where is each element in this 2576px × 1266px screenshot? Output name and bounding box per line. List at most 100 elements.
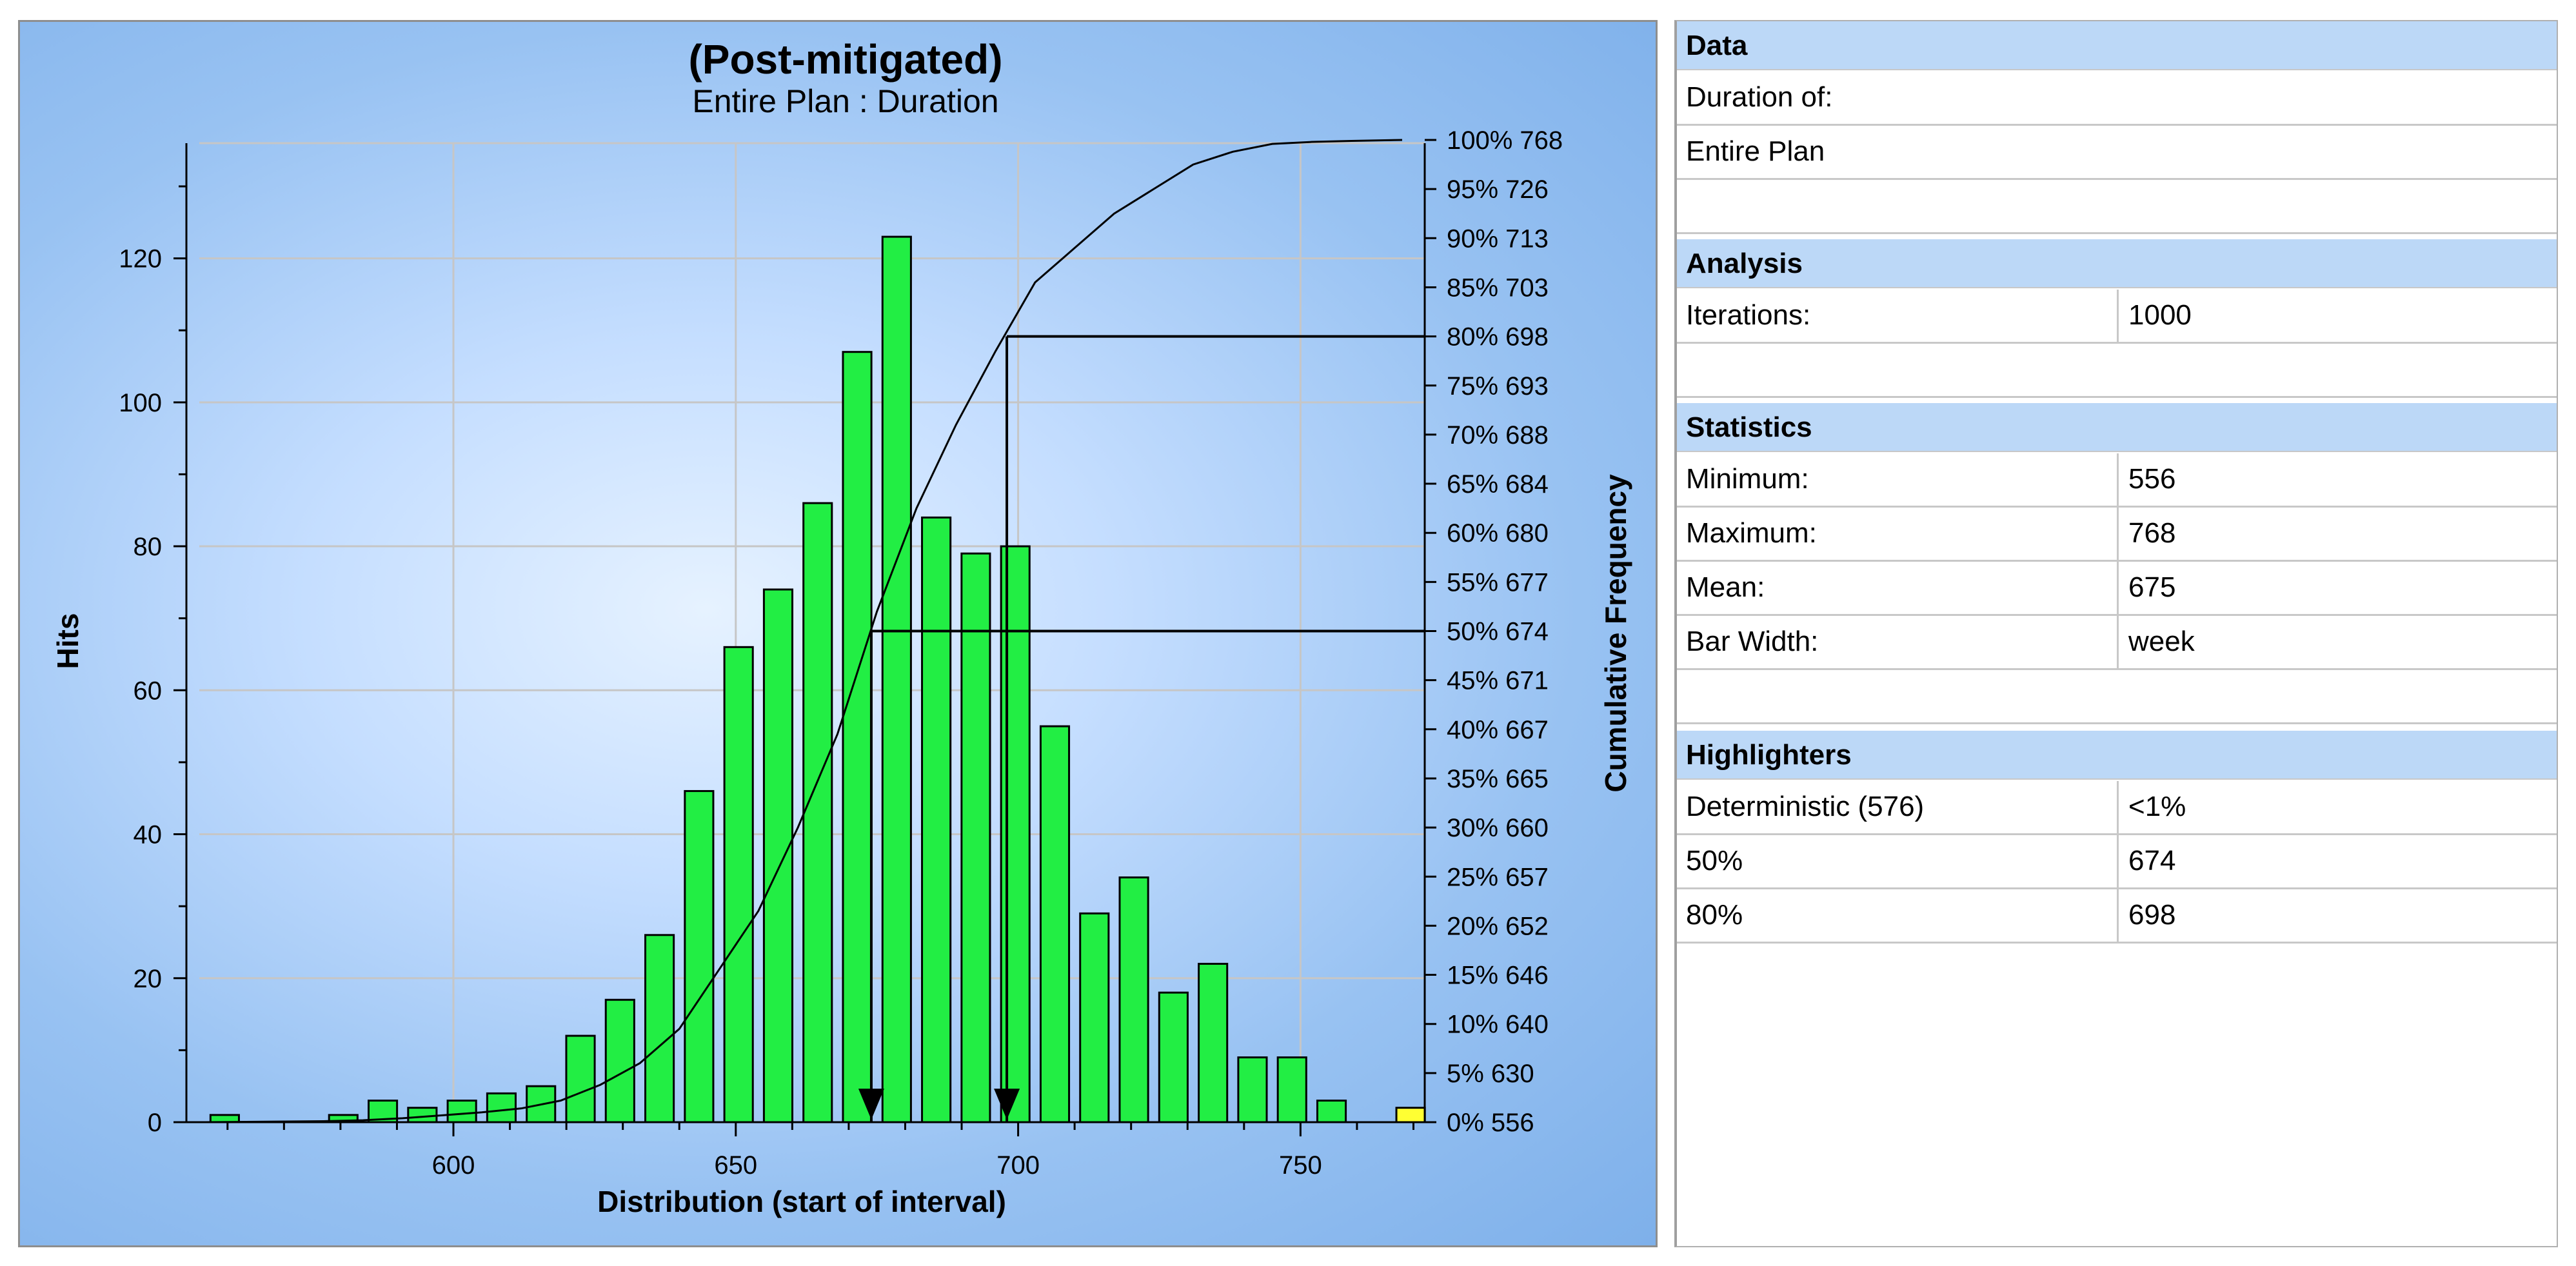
cumulative-tick-label: 100% 768	[1447, 126, 1563, 155]
histogram-bar	[1039, 725, 1071, 1123]
x-tick-label: 600	[432, 1151, 475, 1180]
cumulative-tick-label: 20% 652	[1447, 912, 1549, 940]
iterations-row: Iterations: 1000	[1677, 290, 2557, 344]
p80-value: 698	[2128, 899, 2176, 931]
mean-label: Mean:	[1686, 571, 1765, 603]
iterations-value: 1000	[2128, 299, 2192, 331]
cumulative-tick-label: 15% 646	[1447, 962, 1549, 990]
histogram-bar	[802, 502, 833, 1123]
p80-label: 80%	[1686, 899, 1743, 931]
histogram-bar	[565, 1034, 596, 1123]
empty-row	[1677, 180, 2557, 234]
histogram-bar	[486, 1092, 517, 1123]
data-section-header: Data	[1677, 21, 2557, 70]
histogram-bar	[446, 1100, 477, 1123]
cumulative-tick-label: 90% 713	[1447, 224, 1549, 253]
analysis-section-header: Analysis	[1677, 239, 2557, 288]
data-panel: Data Duration of: Entire Plan Analysis I…	[1674, 20, 2558, 1247]
y-tick-label: 120	[119, 245, 162, 273]
mean-value: 675	[2128, 571, 2176, 603]
highlighter-marker-icon	[994, 1089, 1020, 1120]
duration-value-row: Entire Plan	[1677, 126, 2557, 180]
maximum-label: Maximum:	[1686, 517, 1817, 549]
cumulative-tick-label: 70% 688	[1447, 421, 1549, 450]
histogram-chart: 0 20 40 60 80 100 120 600 650 700 750 100% 768 95% 7…	[51, 36, 1632, 1218]
histogram-bar	[1395, 1107, 1426, 1123]
histogram-bar	[1198, 962, 1229, 1123]
column-separator	[2117, 290, 2119, 342]
y-tick-label: 80	[134, 533, 163, 561]
cumulative-curve-layer	[204, 139, 1425, 1123]
cumulative-tick-label: 10% 640	[1447, 1011, 1549, 1039]
cumulative-frequency-axis-label: Cumulative Frequency	[1599, 474, 1632, 793]
highlighter-row: 80% 698	[1677, 889, 2557, 944]
chart-subtitle: Entire Plan : Duration	[692, 83, 998, 119]
empty-row	[1677, 344, 2557, 398]
bar-width-label: Bar Width:	[1686, 626, 1819, 657]
minimum-label: Minimum:	[1686, 463, 1809, 495]
cumulative-tick-label: 0% 556	[1447, 1109, 1534, 1137]
statistics-section-header: Statistics	[1677, 403, 2557, 452]
x-tick-label: 700	[996, 1151, 1040, 1180]
y-tick-label: 60	[134, 677, 163, 705]
histogram-bar	[881, 235, 912, 1123]
highlighters-section-header: Highlighters	[1677, 731, 2557, 780]
chart-title: (Post-mitigated)	[688, 36, 1002, 83]
cumulative-tick-label: 50% 674	[1447, 618, 1549, 646]
histogram-bar	[1237, 1056, 1268, 1123]
histogram-bar	[1316, 1100, 1347, 1123]
histogram-bar	[1276, 1056, 1307, 1123]
statistics-row: Maximum: 768	[1677, 508, 2557, 562]
histogram-chart-panel: 0 20 40 60 80 100 120 600 650 700 750 100% 768 95% 7…	[18, 20, 1658, 1247]
cumulative-tick-label: 5% 630	[1447, 1060, 1534, 1088]
histogram-bar	[1000, 545, 1031, 1123]
iterations-label: Iterations:	[1686, 299, 1811, 331]
statistics-row: Mean: 675	[1677, 562, 2557, 616]
statistics-row: Bar Width: week	[1677, 616, 2557, 670]
highlighter-marker-icon	[858, 1089, 884, 1120]
histogram-bar	[1158, 991, 1189, 1123]
histogram-bar	[684, 790, 715, 1123]
cumulative-tick-label: 35% 665	[1447, 765, 1549, 793]
chart-bars	[209, 235, 1426, 1123]
column-separator	[2117, 781, 2119, 833]
cumulative-tick-label: 95% 726	[1447, 175, 1549, 204]
cumulative-tick-label: 85% 703	[1447, 273, 1549, 302]
y-tick-label: 0	[148, 1109, 162, 1137]
histogram-bar	[842, 351, 873, 1123]
cumulative-tick-label: 40% 667	[1447, 716, 1549, 744]
y-tick-label: 20	[134, 965, 163, 993]
deterministic-value: <1%	[2128, 791, 2186, 822]
histogram-bar	[1118, 876, 1149, 1123]
highlighter-row: 50% 674	[1677, 835, 2557, 889]
column-separator	[2117, 562, 2119, 614]
column-separator	[2117, 889, 2119, 942]
deterministic-label: Deterministic (576)	[1686, 791, 1925, 822]
highlighter-row: Deterministic (576) <1%	[1677, 781, 2557, 835]
histogram-bar	[407, 1107, 438, 1123]
histogram-bar	[921, 516, 952, 1123]
y-axis-label: Hits	[51, 613, 84, 669]
column-separator	[2117, 508, 2119, 560]
p50-value: 674	[2128, 845, 2176, 876]
panel-divider	[1658, 20, 1674, 1247]
cumulative-tick-label: 55% 677	[1447, 568, 1549, 597]
histogram-bar	[960, 552, 991, 1123]
cumulative-tick-label: 65% 684	[1447, 470, 1549, 499]
maximum-value: 768	[2128, 517, 2176, 549]
bar-width-value: week	[2128, 626, 2195, 657]
histogram-bar	[604, 998, 635, 1123]
chart-axes: 0 20 40 60 80 100 120 600 650 700 750 100% 768 95% 7…	[119, 126, 1563, 1180]
column-separator	[2117, 835, 2119, 887]
cumulative-tick-label: 30% 660	[1447, 814, 1549, 842]
column-separator	[2117, 453, 2119, 506]
statistics-row: Minimum: 556	[1677, 453, 2557, 508]
histogram-bar	[1079, 912, 1110, 1123]
histogram-bar	[723, 646, 754, 1123]
x-tick-label: 650	[714, 1151, 757, 1180]
duration-of-label: Duration of:	[1686, 81, 1833, 113]
y-tick-label: 40	[134, 821, 163, 849]
histogram-bar	[644, 934, 675, 1123]
histogram-bar	[762, 588, 794, 1123]
empty-row	[1677, 670, 2557, 724]
